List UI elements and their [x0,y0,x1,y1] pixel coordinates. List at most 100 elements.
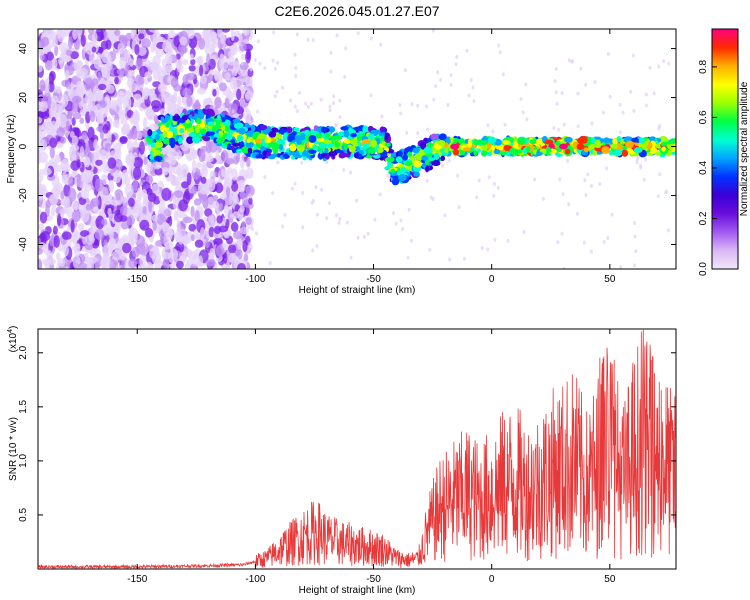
spectrogram-noise-cell [240,61,244,66]
spectrogram-noise-cell [132,179,139,192]
spectrogram-noise-cell [416,103,420,108]
spectrogram-noise-cell [76,173,81,188]
spectrogram-noise-cell [205,140,212,154]
spectrogram-noise-cell [584,82,588,87]
spectrogram-noise-cell [114,76,119,85]
spectrogram-noise-cell [179,163,190,177]
spectrogram-noise-cell [231,109,235,114]
spectrogram-noise-cell [152,220,157,231]
spectrogram-noise-cell [165,228,173,242]
spectrogram-ridge-cell [503,144,511,151]
spectrogram-noise-cell [99,130,105,140]
spectrogram-noise-cell [133,101,141,108]
spectrogram-noise-cell [142,117,148,130]
spectrogram-noise-cell [127,70,133,83]
spectrogram-noise-cell [234,82,238,87]
spectrogram-noise-cell [366,231,370,236]
spectrogram-noise-cell [76,80,85,87]
spectrogram-noise-cell [602,240,606,245]
spectrogram-ridge-cell [387,161,393,167]
spectrogram-y-ticks: -40 -20 0 20 40 [18,43,676,252]
spectrogram-noise-cell [644,157,648,162]
spectrogram-noise-cell [161,221,168,232]
spectrogram-ridge-cell [438,133,447,140]
spectrogram-noise-cell [657,126,661,131]
spectrogram-noise-cell [213,106,218,115]
spectrogram-noise-cell [67,36,73,50]
spectrogram-ridge-cell [609,150,614,156]
spectrogram-noise-cell [410,102,414,107]
spectrogram-ridge-cell [254,138,262,144]
spectrogram-noise-cell [667,61,671,66]
spectrogram-noise-cell [178,199,189,212]
spectrogram-noise-cell [146,108,155,121]
spectrogram-noise-cell [47,258,56,266]
spectrogram-noise-cell [72,112,82,120]
spectrogram-noise-cell [38,168,44,182]
spectrogram-noise-cell [175,260,184,269]
spectrogram-noise-cell [248,197,253,205]
spectrogram-noise-cell [218,225,229,233]
spectrogram-noise-cell [199,64,204,77]
spectrogram-noise-cell [328,108,332,113]
spectrogram-noise-cell [148,88,156,96]
spectrogram-ridge-cell [335,135,343,140]
spectrogram-noise-cell [62,163,72,173]
spectrogram-ridge-cell [312,144,318,151]
spectrogram-noise-cell [601,110,605,115]
spectrogram-noise-cell [633,234,637,239]
spectrogram-noise-cell [256,109,260,114]
spectrogram-noise-cell [94,178,104,192]
spectrogram-noise-cell [168,252,175,263]
spectrogram-ridge-cell [413,160,422,168]
spectrogram-noise-cell [122,169,129,177]
spectrogram-noise-cell [79,117,85,124]
spectrogram-noise-cell [65,49,73,56]
spectrogram-noise-cell [362,234,366,239]
spectrogram-ridge-cell [293,127,300,133]
spectrogram-noise-cell [186,29,195,39]
spectrogram-noise-cell [89,215,98,228]
spectrogram-noise-cell [209,248,215,261]
spectrogram-noise-cell [38,179,42,188]
spectrogram-noise-cell [57,257,66,267]
spectrogram-noise-cell [555,101,559,106]
spectrogram-ridge-cell [517,149,522,154]
spectrogram-noise-cell [54,44,59,57]
spectrogram-noise-cell [189,53,194,61]
spectrogram-noise-cell [63,244,69,257]
spectrogram-noise-cell [101,50,111,64]
spectrogram-noise-cell [128,258,138,269]
spectrogram-noise-cell [212,88,217,97]
spectrogram-noise-cell [644,103,648,108]
spectrogram-noise-cell [164,53,173,65]
spectrogram-ridge-cell [367,148,376,154]
spectrogram-noise-cell [275,89,279,94]
spectrogram-noise-cell [492,181,496,186]
spectrogram-noise-cell [178,236,184,245]
colorbar-tick-label: 0.4 [698,161,709,175]
spectrogram-noise-cell [250,226,254,231]
spectrogram-noise-cell [204,34,210,47]
snr-x-ticks: -150 -100 -50 0 50 [127,329,616,585]
spectrogram-ridge-cell [481,149,488,157]
spectrogram-ridge-cell [200,128,207,135]
snr-y-tick-label: 1.0 [18,454,29,468]
spectrogram-noise-cell [605,166,609,171]
spectrogram-noise-cell [112,119,118,128]
spectrogram-noise-cell [161,187,172,201]
spectrogram-noise-cell [562,122,566,127]
spectrogram-noise-cell [182,88,192,98]
spectrogram-noise-cell [110,99,117,111]
spectrogram-ridge-cell [473,139,479,146]
spectrogram-noise-cell [128,82,139,93]
spectrogram-noise-cell [331,101,335,106]
spectrogram-ridge-cell [414,153,424,160]
spectrogram-noise-cell [570,59,574,64]
spectrogram-noise-cell [138,140,145,155]
snr-x-tick-label: 0 [489,574,495,585]
spectrogram-noise-cell [329,69,333,74]
spectrogram-noise-cell [431,196,435,201]
spectrogram-ridge-cell [276,139,283,145]
